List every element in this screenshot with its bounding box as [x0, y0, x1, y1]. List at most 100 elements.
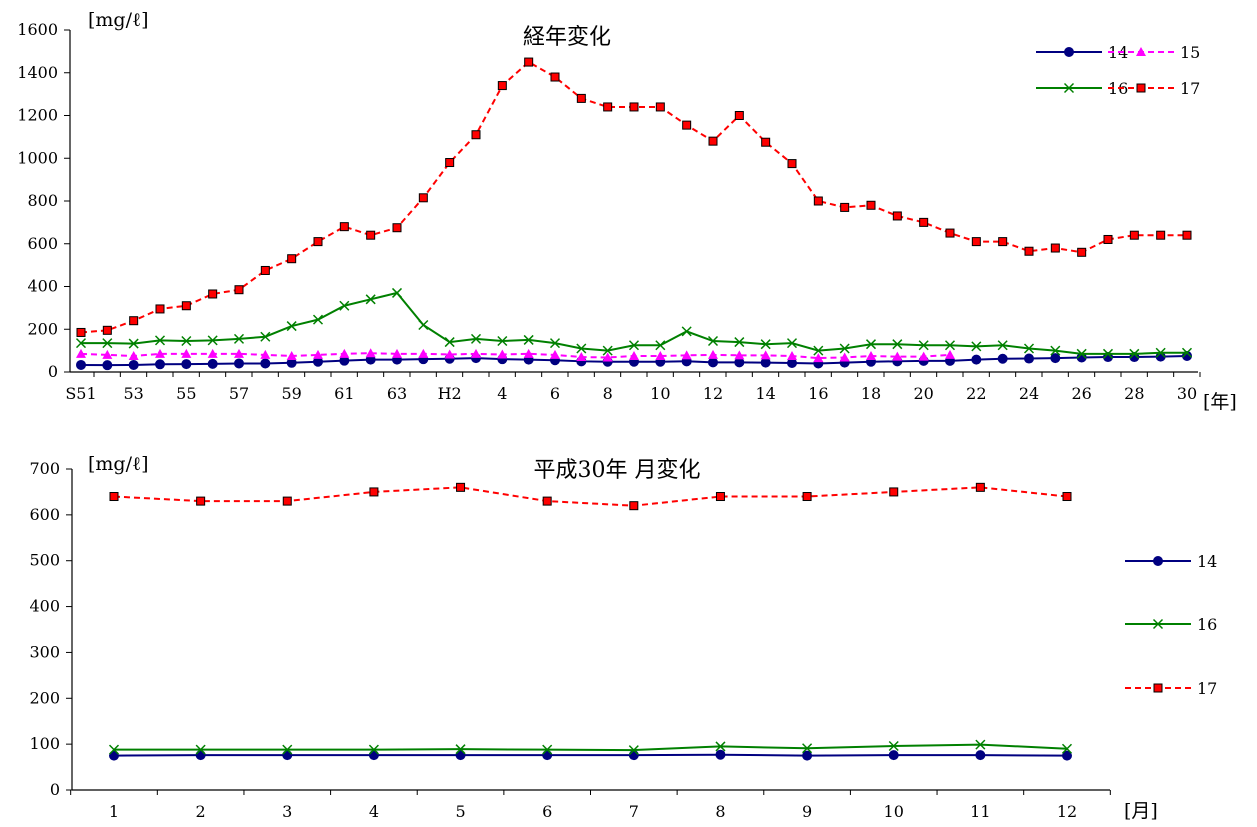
annual-series-15: [76, 348, 955, 363]
annual-series-15-point: [655, 350, 666, 360]
monthly-legend: 14 16 17: [1125, 552, 1217, 698]
annual-series-16-point-stroke-b: [1050, 345, 1061, 356]
annual-series-16-point: [523, 334, 534, 345]
monthly-y-tick-label: 500: [29, 551, 60, 570]
annual-series-15-point: [286, 350, 297, 360]
monthly-series-16-point-stroke-b: [1061, 743, 1073, 754]
annual-series-16-point-stroke-b: [865, 339, 877, 350]
monthly-y-tick-label: 400: [29, 597, 60, 616]
annual-series-14-point: [260, 358, 271, 369]
annual-series-16-point: [1155, 347, 1166, 358]
annual-legend-swatch-marker: [1136, 47, 1146, 56]
annual-series-17-point: [655, 102, 665, 112]
annual-series-15-point: [339, 348, 350, 358]
annual-series-16-point: [655, 340, 666, 351]
monthly-series-16-point-stroke-b: [282, 744, 293, 755]
annual-series-16-point-stroke-b: [628, 340, 640, 351]
annual-series-16-point-stroke-b: [918, 340, 929, 351]
annual-x-tick-label: 24: [1019, 384, 1039, 403]
annual-series-15-point: [523, 348, 534, 358]
annual-series-14-point: [760, 357, 771, 368]
monthly-series-16-point: [715, 741, 726, 752]
annual-series-15-point: [260, 349, 271, 359]
annual-series-16-point-stroke-b: [154, 335, 166, 346]
monthly-trend-chart: 平成30年 月変化 [mg/ℓ] [月] 0 100 200 300 400 500 600…: [29, 453, 1217, 822]
annual-series-16-point: [312, 314, 324, 325]
annual-series-15-point: [234, 348, 244, 358]
annual-series-16-point-stroke-b: [892, 339, 903, 350]
annual-series-17-point: [418, 193, 428, 203]
annual-series-16-point: [1076, 348, 1087, 359]
annual-series-16-point: [839, 343, 850, 354]
annual-series-15-point: [576, 352, 587, 362]
annual-series-14-point: [181, 359, 192, 370]
monthly-series-16-point-stroke-b: [888, 740, 899, 752]
annual-series-16-point: [971, 341, 982, 352]
monthly-series-16-point: [368, 744, 379, 755]
monthly-legend-item-16: 16: [1125, 615, 1217, 634]
monthly-series-14: [109, 749, 1072, 761]
annual-series-15-point: [128, 350, 139, 360]
monthly-x-tick-label: 8: [715, 802, 725, 821]
monthly-x-tick-label: 1: [109, 802, 119, 821]
annual-series-17-point: [313, 237, 323, 247]
monthly-series-17-point: [282, 496, 292, 506]
annual-legend-item-14: 14: [1036, 43, 1128, 62]
monthly-series-17-point: [109, 492, 119, 502]
annual-series-16-point-stroke-b: [181, 335, 192, 347]
annual-series-14-point: [234, 358, 244, 369]
annual-series-16-point: [918, 340, 929, 351]
annual-series-16-point: [154, 335, 166, 346]
monthly-series-group: [108, 482, 1073, 761]
annual-series-16-point-stroke-b: [707, 335, 719, 347]
annual-legend-swatch-marker-stroke-b: [1063, 82, 1075, 94]
annual-series-16-point: [102, 338, 113, 349]
annual-series-17-point: [339, 222, 349, 232]
monthly-series-16-point-stroke-b: [368, 744, 379, 755]
annual-x-tick-label: 22: [966, 384, 986, 403]
annual-series-14-point: [128, 359, 139, 370]
annual-series-15-point: [181, 348, 192, 358]
annual-y-tick-label: 1600: [17, 20, 58, 39]
annual-series-15-point: [313, 349, 323, 359]
monthly-series-16-point: [455, 744, 466, 755]
annual-y-unit-label: [mg/ℓ]: [88, 9, 149, 31]
annual-series-15-point: [207, 348, 218, 358]
annual-series-17-point: [998, 237, 1008, 247]
annual-series-16-point-stroke-b: [1129, 348, 1140, 359]
annual-series-14-point: [971, 354, 982, 365]
annual-series-14-point: [102, 360, 113, 371]
annual-series-15-point: [866, 350, 876, 360]
monthly-series-14-point: [802, 750, 813, 761]
annual-series-16-point-stroke-b: [233, 333, 245, 344]
annual-y-tick-label: 1200: [17, 106, 58, 125]
annual-series-16-point-stroke-b: [655, 340, 666, 351]
annual-x-tick-label: 57: [229, 384, 249, 403]
annual-x-tick-label: 59: [281, 384, 301, 403]
annual-series-15-point: [945, 349, 955, 359]
annual-series-15-point: [892, 351, 903, 361]
annual-series-15-point: [76, 348, 86, 358]
annual-series-16-point: [892, 339, 903, 350]
annual-series-17-point: [892, 211, 902, 221]
monthly-legend-swatch-marker: [1153, 683, 1163, 693]
annual-series-17-point: [840, 202, 850, 212]
annual-series-17-point: [445, 158, 455, 168]
annual-series-17-point: [287, 254, 297, 264]
annual-series-15-point: [550, 349, 560, 359]
annual-series-17-point: [576, 93, 586, 103]
annual-series-16-point-stroke-b: [418, 319, 429, 331]
annual-x-tick-label: 6: [550, 384, 560, 403]
annual-x-tick-label: 61: [334, 384, 354, 403]
annual-y-tick-label: 1000: [17, 148, 58, 167]
annual-series-17-point: [1182, 230, 1192, 240]
monthly-legend-item-17: 17: [1125, 679, 1217, 698]
annual-series-14-point: [76, 359, 86, 370]
annual-legend: 14 15 16 17: [1036, 43, 1200, 98]
annual-series-16-point-stroke-b: [1023, 343, 1035, 354]
annual-series-17-point: [1156, 230, 1166, 240]
monthly-series-17-point: [629, 501, 639, 511]
monthly-series-17: [109, 482, 1072, 511]
